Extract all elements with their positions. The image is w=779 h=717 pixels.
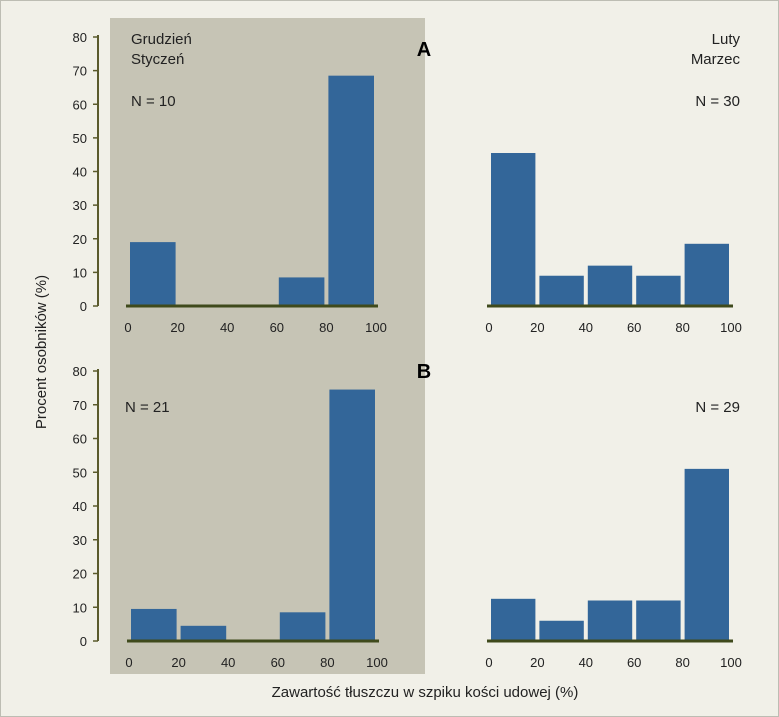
panel-a-right-xtick-label: 60 — [627, 320, 641, 335]
panel-a-left-ytick-label: 60 — [73, 97, 87, 112]
panel-b-left-bar-80-100 — [329, 389, 375, 641]
panel-b-left-ytick-label: 50 — [73, 465, 87, 480]
panel-a-left-ytick-label: 0 — [80, 299, 87, 314]
right-period-line1: Luty — [712, 31, 741, 48]
panel-a-right-xtick-label: 100 — [720, 320, 742, 335]
panel-b-left-xtick-label: 0 — [125, 655, 132, 670]
y-axis-title: Procent osobników (%) — [33, 275, 50, 429]
panel-a-left-ytick-label: 40 — [73, 165, 87, 180]
panel-a-right-bar-80-100 — [684, 243, 729, 306]
panel-a-right-bar-0-20 — [491, 153, 536, 306]
panel-a-right-n-label: N = 30 — [695, 93, 740, 110]
left-period-line1: Grudzień — [131, 31, 192, 48]
panel-b-left-bar-60-80 — [279, 612, 326, 641]
panel-a-left-bar-80-100 — [328, 75, 374, 306]
panel-a-left-ytick-label: 10 — [73, 265, 87, 280]
panel-b-left-bar-0-20 — [131, 608, 177, 641]
panel-b-right-xtick-label: 0 — [485, 655, 492, 670]
panel-a-left-xtick-label: 20 — [170, 320, 184, 335]
panel-a-right-xtick-label: 80 — [675, 320, 689, 335]
panel-b-right-bar-60-80 — [636, 600, 681, 641]
panel-a-left-n-label: N = 10 — [131, 93, 176, 110]
panel-a-left-ytick-label: 20 — [73, 232, 87, 247]
panel-b-left-xtick-label: 40 — [221, 655, 235, 670]
panel-b-left-xtick-label: 20 — [171, 655, 185, 670]
panel-a-left-bar-0-20 — [130, 242, 176, 306]
panel-b-left-xtick-label: 60 — [271, 655, 285, 670]
panel-a-left-ytick-label: 70 — [73, 64, 87, 79]
panel-b-left-ytick-label: 10 — [73, 600, 87, 615]
panel-b-right-bar-20-40 — [539, 620, 584, 641]
panel-a-left-bar-60-80 — [278, 277, 325, 306]
row-label-a: A — [417, 39, 431, 61]
panel-a-right-bar-60-80 — [636, 275, 681, 306]
panel-b-left-bar-20-40 — [180, 625, 227, 641]
row-label-b: B — [417, 361, 431, 383]
panel-b-right-xtick-label: 60 — [627, 655, 641, 670]
panel-b-left-ytick-label: 30 — [73, 533, 87, 548]
panel-b-right-xtick-label: 80 — [675, 655, 689, 670]
panel-b-right-bar-80-100 — [684, 468, 729, 641]
panel-a-right-xtick-label: 40 — [579, 320, 593, 335]
panel-a-left-ytick-label: 50 — [73, 131, 87, 146]
panel-b-left-n-label: N = 21 — [125, 399, 170, 416]
panel-a-right-xtick-label: 0 — [485, 320, 492, 335]
x-axis-title: Zawartość tłuszczu w szpiku kości udowej… — [272, 684, 579, 701]
panel-b-left-ytick-label: 60 — [73, 432, 87, 447]
panel-a-left-ytick-label: 30 — [73, 198, 87, 213]
right-period-line2: Marzec — [691, 51, 741, 68]
panel-b-left-ytick-label: 70 — [73, 398, 87, 413]
panel-a-right-xtick-label: 20 — [530, 320, 544, 335]
panel-a-left-ytick-label: 80 — [73, 30, 87, 45]
panel-b-right-xtick-label: 100 — [720, 655, 742, 670]
panel-b-left-xtick-label: 100 — [366, 655, 388, 670]
left-period-line2: Styczeń — [131, 51, 184, 68]
panel-a-left-xtick-label: 60 — [270, 320, 284, 335]
panel-b-right-bar-40-60 — [587, 600, 633, 641]
panel-a-right-bar-20-40 — [539, 275, 584, 306]
panel-b-left-ytick-label: 20 — [73, 567, 87, 582]
panel-b-right-bar-0-20 — [491, 598, 536, 641]
panel-b-right-xtick-label: 40 — [579, 655, 593, 670]
panel-b-left-ytick-label: 0 — [80, 634, 87, 649]
panel-a-left-xtick-label: 100 — [365, 320, 387, 335]
panel-a-left-xtick-label: 40 — [220, 320, 234, 335]
panel-a-left-xtick-label: 80 — [319, 320, 333, 335]
panel-b-left-ytick-label: 40 — [73, 499, 87, 514]
panel-a-right-bar-40-60 — [587, 265, 633, 306]
panel-a-left-xtick-label: 0 — [124, 320, 131, 335]
panel-b-left-ytick-label: 80 — [73, 364, 87, 379]
panel-b-left-xtick-label: 80 — [320, 655, 334, 670]
winter-period-shade — [110, 18, 425, 674]
panel-b-right-n-label: N = 29 — [695, 399, 740, 416]
panel-b-right-xtick-label: 20 — [530, 655, 544, 670]
